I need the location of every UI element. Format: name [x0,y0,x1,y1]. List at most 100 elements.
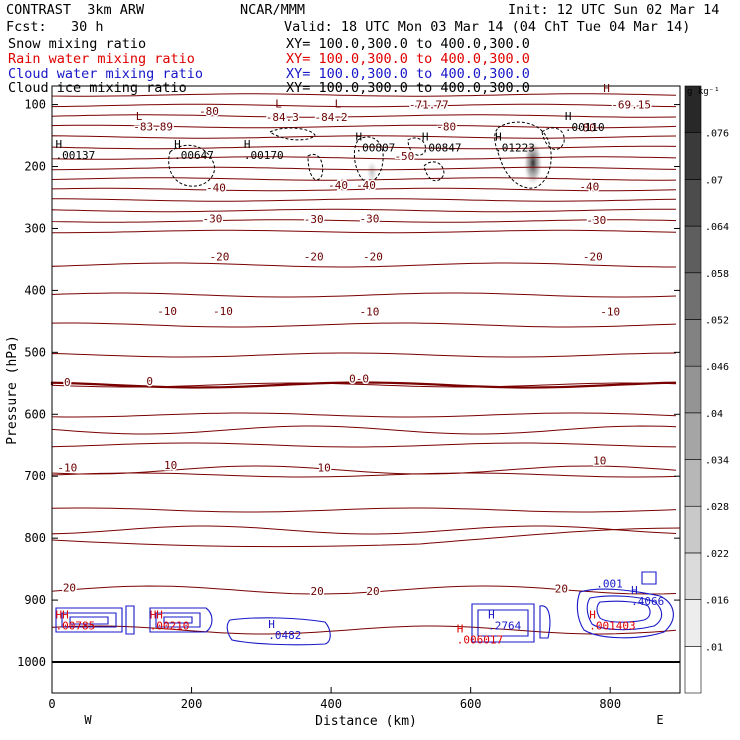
extremum-value: .001403 [589,620,635,633]
y-tick-label: 700 [24,469,46,483]
colorbar-segment [684,85,702,133]
colorbar-segment [684,599,702,647]
extremum-marker: H [174,138,181,151]
field-xy-cloud-ice: XY= 100.0,300.0 to 400.0,300.0 [286,80,530,96]
y-tick-label: 500 [24,345,46,359]
cloud-water-contour [586,595,663,631]
extremum-value: .4066 [631,595,664,608]
extremum-value: .006017 [457,633,503,646]
extremum-value: .00807 [356,142,396,155]
field-name-cloud-water: Cloud water mixing ratio [8,66,204,82]
temperature-label: 20 [63,582,76,595]
cloud-water-contour [55,607,123,633]
field-name-cloud-ice: Cloud ice mixing ratio [8,80,187,96]
colorbar-segment [684,459,702,507]
field-xy-snow: XY= 100.0,300.0 to 400.0,300.0 [286,36,530,52]
colorbar-label: .034 [705,456,729,467]
temperature-contour [51,262,676,268]
extremum-value: .0482 [268,629,301,642]
temperature-label: 0 [146,375,153,388]
colorbar-label: .064 [705,222,729,233]
extremum-marker: H [488,609,495,622]
temperature-label: -20 [363,250,383,263]
snow-contour [494,121,552,189]
x-tick-label: 400 [320,697,342,711]
temperature-contour [51,208,676,213]
extremum-marker: H [457,622,464,635]
temperature-label: -10 [157,305,177,318]
colorbar-segment [684,365,702,414]
temperature-label: 10 [318,462,331,475]
temperature-label: -69.15 [611,99,651,112]
cloud-water-contour [69,616,109,625]
field-name-rain: Rain water mixing ratio [8,51,195,67]
colorbar-label: .01 [705,642,723,653]
extremum-value: .01223 [495,142,535,155]
extremum-marker: H [603,82,610,95]
temperature-contour [51,145,677,150]
extremum-value: .00170 [244,149,284,162]
colorbar-segment [684,272,702,320]
snow-contour [423,161,445,182]
temperature-contour [51,442,677,448]
temperature-label: 0-0 [349,372,369,385]
temperature-contour [51,507,677,513]
temperature-label: 10 [164,459,177,472]
snow-contours [168,121,565,189]
extremum-marker: H [631,584,638,597]
cloud-water-contour [125,605,135,635]
x-end-label-west: W [84,713,92,727]
init-time: Init: 12 UTC Sun 02 Mar 14 [508,2,720,18]
extremum-marker: H [565,110,572,123]
temperature-label: -40 [356,179,376,192]
temperature-label: -84.2 [315,111,348,124]
temperature-contour [51,229,677,234]
extremum-marker: H [268,618,275,631]
temperature-contour [51,465,677,475]
extremum-marker: L [136,110,143,123]
colorbar-segment [684,412,702,460]
temperature-label: -10 [213,305,233,318]
snow-shading-layer [366,139,543,187]
extremum-marker: H [495,131,502,144]
x-tick-label: 600 [460,697,482,711]
snow-contour [307,154,324,181]
colorbar-label: .07 [705,175,723,186]
temperature-contour [51,527,681,548]
cloud-water-contour [641,571,657,585]
temperature-label: -80 [199,105,219,118]
temperature-label: -30 [586,214,606,227]
temperature-contour [51,124,677,129]
cloud-water-contour [149,607,213,633]
temperature-label: -40 [328,179,348,192]
temperature-label: -20 [583,250,603,263]
temperature-label: -10 [57,462,77,475]
colorbar-label: .016 [705,596,729,607]
temperature-contours [50,93,681,635]
extremum-value: .00647 [174,149,214,162]
extremum-marker: HH [150,609,163,622]
temperature-contour [51,114,677,118]
extremum-value: .00137 [55,149,95,162]
temperature-label: -80 [436,120,456,133]
snow-maximum-shading [523,139,543,187]
snow-contour [541,127,565,150]
colorbar-label: .04 [705,409,723,420]
y-tick-label: 1000 [17,655,46,669]
extremum-marker: H [356,131,363,144]
temperature-label: 20 [555,582,568,595]
temperature-contour [51,198,677,202]
temperature-contour [51,135,677,139]
temperature-contour [51,425,677,435]
extremum-value: .00210 [150,620,190,633]
temperature-contour [51,625,677,635]
colorbar: .01 .016 .022 .028 .034 .04 .046 .052 .058 .064 .0… [684,85,729,694]
chart-title: CONTRAST 3km ARW [6,2,145,18]
colorbar-label: .052 [705,315,729,326]
temperature-label: -71.77 [409,99,449,112]
temperature-contour [51,166,677,171]
extremum-value: .2764 [488,620,521,633]
y-tick-label: 900 [24,593,46,607]
